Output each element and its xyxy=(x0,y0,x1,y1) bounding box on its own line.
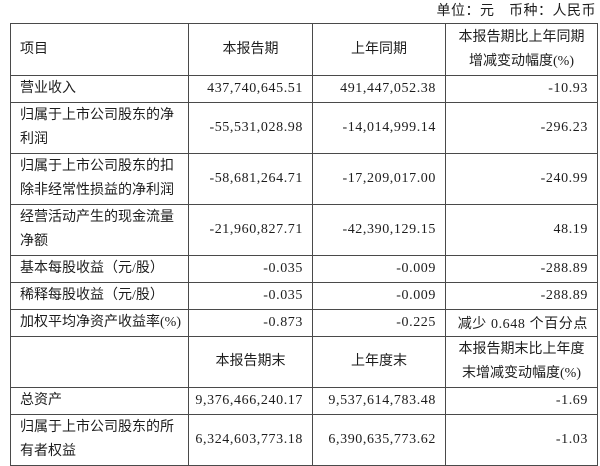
row-label: 加权平均净资产收益率(%) xyxy=(10,309,189,337)
current-period-value: -58,681,264.71 xyxy=(188,153,313,205)
table-row: 加权平均净资产收益率(%) -0.873 -0.225 减少 0.648 个百分… xyxy=(10,309,598,337)
current-period-value: -0.035 xyxy=(188,282,313,310)
row-label: 归属于上市公司股东的扣除非经常性损益的净利润 xyxy=(10,153,189,205)
change-value: 减少 0.648 个百分点 xyxy=(445,309,598,337)
change-value: -1.03 xyxy=(445,414,598,466)
table-row: 归属于上市公司股东的所有者权益 6,324,603,773.18 6,390,6… xyxy=(10,414,598,466)
change-value: 48.19 xyxy=(445,204,598,256)
prior-period-value: -17,209,017.00 xyxy=(312,153,446,205)
change-value: -240.99 xyxy=(445,153,598,205)
change-value: -1.69 xyxy=(445,387,598,415)
current-period-value: -55,531,028.98 xyxy=(188,102,313,154)
table-row: 总资产 9,376,466,240.17 9,537,614,783.48 -1… xyxy=(10,387,598,415)
header-change-line1: 本报告期比上年同期 xyxy=(458,29,585,45)
current-period-value: 6,324,603,773.18 xyxy=(188,414,313,466)
prior-period-value: 6,390,635,773.62 xyxy=(312,414,446,466)
row-label: 营业收入 xyxy=(10,75,189,103)
header-current-period-end: 本报告期末 xyxy=(188,336,313,388)
table-row: 营业收入 437,740,645.51 491,447,052.38 -10.9… xyxy=(10,75,598,103)
current-period-value: -0.035 xyxy=(188,255,313,283)
prior-period-value: -0.225 xyxy=(312,309,446,337)
unit-currency-label: 单位：元 币种：人民币 xyxy=(436,4,596,19)
financial-summary-table: 项目 本报告期 上年同期 本报告期比上年同期 增减变动幅度(%) 营业收入 43… xyxy=(10,23,598,466)
current-period-value: -21,960,827.71 xyxy=(188,204,313,256)
change-value: -296.23 xyxy=(445,102,598,154)
header-item-label xyxy=(10,336,189,388)
prior-period-value: -42,390,129.15 xyxy=(312,204,446,256)
prior-period-value: 9,537,614,783.48 xyxy=(312,387,446,415)
change-value: -288.89 xyxy=(445,282,598,310)
header-current-period: 本报告期 xyxy=(188,23,313,76)
table-row: 稀释每股收益（元/股） -0.035 -0.009 -288.89 xyxy=(10,282,598,310)
current-period-value: 9,376,466,240.17 xyxy=(188,387,313,415)
header-change-column: 本报告期比上年同期 增减变动幅度(%) xyxy=(445,23,598,76)
section1-header-row: 项目 本报告期 上年同期 本报告期比上年同期 增减变动幅度(%) xyxy=(10,23,598,76)
change-value: -288.89 xyxy=(445,255,598,283)
row-label: 归属于上市公司股东的所有者权益 xyxy=(10,414,189,466)
prior-period-value: 491,447,052.38 xyxy=(312,75,446,103)
header-change-line1: 本报告期末比上年度 xyxy=(458,342,585,357)
header-change-line2: 末增减变动幅度(%) xyxy=(462,366,581,381)
row-label: 稀释每股收益（元/股） xyxy=(10,282,189,310)
change-value: -10.93 xyxy=(445,75,598,103)
prior-period-value: -0.009 xyxy=(312,255,446,283)
table-row: 归属于上市公司股东的净利润 -55,531,028.98 -14,014,999… xyxy=(10,102,598,154)
header-prior-period: 上年同期 xyxy=(312,23,446,76)
header-change-column: 本报告期末比上年度 末增减变动幅度(%) xyxy=(445,336,598,388)
header-item-label: 项目 xyxy=(10,23,189,76)
row-label: 基本每股收益（元/股） xyxy=(10,255,189,283)
header-prior-year-end: 上年度末 xyxy=(312,336,446,388)
table-row: 经营活动产生的现金流量净额 -21,960,827.71 -42,390,129… xyxy=(10,204,598,256)
section2-header-row: 本报告期末 上年度末 本报告期末比上年度 末增减变动幅度(%) xyxy=(10,336,598,388)
header-change-line2: 增减变动幅度(%) xyxy=(469,53,574,69)
current-period-value: 437,740,645.51 xyxy=(188,75,313,103)
row-label: 经营活动产生的现金流量净额 xyxy=(10,204,189,256)
row-label: 总资产 xyxy=(10,387,189,415)
prior-period-value: -14,014,999.14 xyxy=(312,102,446,154)
row-label: 归属于上市公司股东的净利润 xyxy=(10,102,189,154)
table-row: 归属于上市公司股东的扣除非经常性损益的净利润 -58,681,264.71 -1… xyxy=(10,153,598,205)
current-period-value: -0.873 xyxy=(188,309,313,337)
table-row: 基本每股收益（元/股） -0.035 -0.009 -288.89 xyxy=(10,255,598,283)
prior-period-value: -0.009 xyxy=(312,282,446,310)
